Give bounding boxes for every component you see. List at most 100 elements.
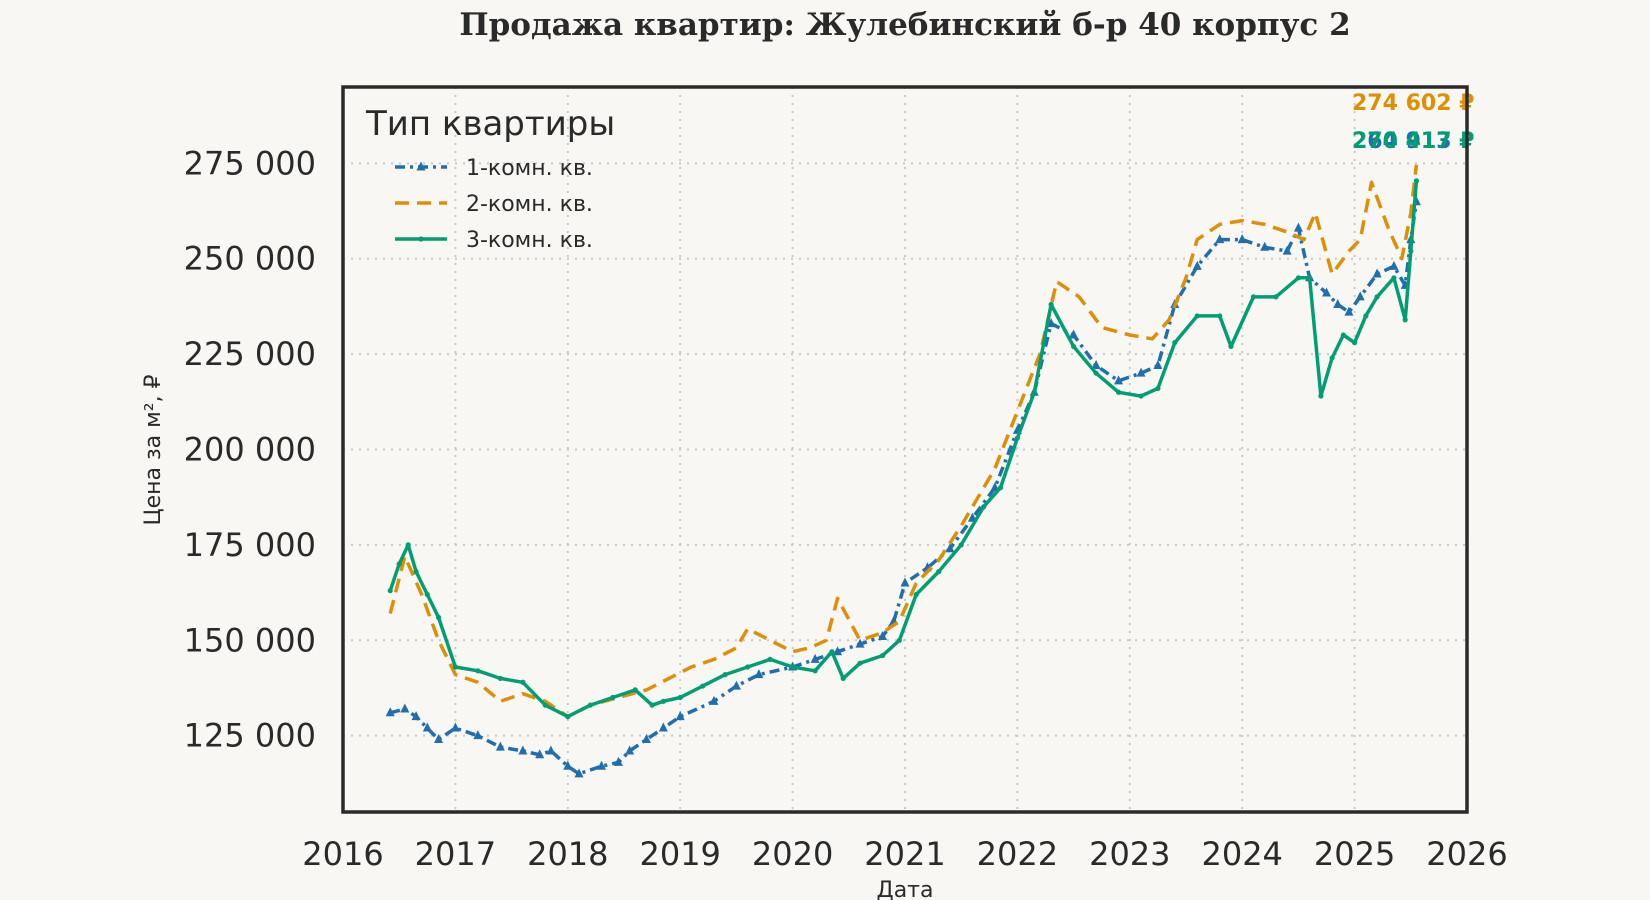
series-3-point-32 xyxy=(981,504,987,510)
series-3-point-15 xyxy=(649,702,655,708)
series-3-point-19 xyxy=(722,672,728,678)
x-tick-label: 2020 xyxy=(752,835,833,873)
series-3-point-52 xyxy=(1340,332,1346,338)
series-1-point-8 xyxy=(518,745,528,755)
series-3-point-11 xyxy=(565,714,571,720)
series-1-point-50 xyxy=(1333,299,1343,308)
series-3-point-53 xyxy=(1352,340,1358,346)
series-1-point-14 xyxy=(613,756,623,766)
series-1-end-label: 264 913 ₽ xyxy=(1352,129,1474,154)
series-3-point-48 xyxy=(1295,275,1301,281)
series-3-point-6 xyxy=(452,664,458,670)
series-3-point-25 xyxy=(840,675,846,682)
series-3-line xyxy=(388,180,1419,719)
series-1-point-21 xyxy=(754,669,764,679)
series-1-point-16 xyxy=(641,734,651,743)
series-1-point-1 xyxy=(400,703,410,713)
legend-title: Тип квартиры xyxy=(365,104,615,144)
series-3-point-50 xyxy=(1318,393,1324,399)
series-3-end-label: 270 417 ₽ xyxy=(1352,129,1474,154)
series-1-point-40 xyxy=(1153,360,1163,370)
series-1-point-17 xyxy=(658,722,668,732)
series-3-point-28 xyxy=(896,637,902,643)
series-3-point-1 xyxy=(396,561,402,567)
series-3-point-44 xyxy=(1217,313,1223,319)
series-1-point-13 xyxy=(597,760,607,770)
series-3-point-46 xyxy=(1250,294,1257,300)
series-1-point-2 xyxy=(411,711,421,721)
series-3-point-7 xyxy=(475,668,481,674)
series-3-point-38 xyxy=(1093,370,1099,376)
series-3-point-4 xyxy=(424,591,430,598)
legend-item-2: 2-комн. кв. xyxy=(395,192,593,217)
series-1-point-54 xyxy=(1389,260,1399,270)
series-3-point-21 xyxy=(767,656,773,662)
series-3-point-20 xyxy=(745,664,751,670)
series-3-point-39 xyxy=(1115,389,1122,395)
y-ticks: 125 000 150 000 175 000 200 000 225 000 250 0… xyxy=(184,144,316,754)
series-3-point-13 xyxy=(610,694,616,701)
series-1-point-legend xyxy=(416,161,426,171)
legend-item-3: 3-комн. кв. xyxy=(395,228,593,253)
series-3-point-57 xyxy=(1402,317,1408,323)
series-3 xyxy=(387,178,1420,720)
series-1-point-9 xyxy=(535,749,545,759)
series-3-point-55 xyxy=(1374,294,1380,300)
x-tick-label: 2022 xyxy=(977,835,1058,873)
series-3-point-56 xyxy=(1391,275,1397,281)
y-tick-label: 125 000 xyxy=(184,717,316,755)
series-1-point-24 xyxy=(833,646,843,656)
legend-label: 1-комн. кв. xyxy=(466,156,593,181)
series-1-point-28 xyxy=(900,577,910,587)
series-3-point-2 xyxy=(405,542,411,548)
x-tick-label: 2023 xyxy=(1089,835,1170,873)
series-3-point-43 xyxy=(1194,313,1200,319)
series-1-point-37 xyxy=(1091,360,1101,370)
series-3-point-22 xyxy=(790,664,796,670)
series-1-point-43 xyxy=(1215,234,1225,244)
series-3-point-47 xyxy=(1273,294,1279,300)
series-1-point-11 xyxy=(563,760,573,770)
series-3-point-26 xyxy=(857,660,863,666)
series-1-point-52 xyxy=(1355,291,1365,301)
series-1-point-10 xyxy=(546,745,556,755)
series-3-point-31 xyxy=(958,542,964,548)
series-3-point-36 xyxy=(1048,301,1054,308)
series-1-point-42 xyxy=(1192,260,1202,270)
series-3-point-59 xyxy=(1413,178,1420,184)
series-3-point-24 xyxy=(829,649,835,655)
series-3-point-49 xyxy=(1307,275,1313,281)
series-1-point-38 xyxy=(1114,375,1124,385)
series-1-point-30 xyxy=(945,543,955,553)
series-3-point-5 xyxy=(435,614,442,620)
x-tick-label: 2026 xyxy=(1426,835,1507,873)
series-1-point-6 xyxy=(473,730,483,740)
series-3-point-3 xyxy=(413,569,419,575)
series-3-point-37 xyxy=(1071,343,1077,350)
y-tick-label: 150 000 xyxy=(184,621,316,659)
x-ticks: 2016 2017 2018 2019 2020 2021 2022 2023 2024 2025… xyxy=(302,835,1507,873)
series-3-point-33 xyxy=(997,485,1004,491)
chart-title: Продажа квартир: Жулебинский б-р 40 корп… xyxy=(459,7,1350,43)
series-1-point-53 xyxy=(1372,268,1382,278)
legend: Тип квартиры 1-комн. кв. 2-комн. кв. 3-ком… xyxy=(365,104,615,253)
series-1-point-45 xyxy=(1260,241,1270,251)
series-1-point-36 xyxy=(1069,329,1079,339)
series-3-point-41 xyxy=(1155,385,1161,392)
series-1-point-4 xyxy=(434,734,444,743)
legend-label: 2-комн. кв. xyxy=(466,192,593,217)
series-3-point-34 xyxy=(1014,435,1021,441)
x-tick-label: 2018 xyxy=(527,835,608,873)
x-tick-label: 2019 xyxy=(639,835,720,873)
y-tick-label: 275 000 xyxy=(184,144,316,182)
end-labels: 264 913 ₽ 274 602 ₽ 270 417 ₽ xyxy=(1352,91,1474,154)
y-axis-label: Цена за м², ₽ xyxy=(141,374,166,525)
series-1-point-25 xyxy=(855,638,865,648)
series-1-point-26 xyxy=(878,630,888,640)
series-3-point-14 xyxy=(632,687,638,693)
series-3-point-legend xyxy=(418,236,424,242)
x-axis-label: Дата xyxy=(877,878,934,900)
series-3-point-54 xyxy=(1363,313,1369,319)
series-1-point-3 xyxy=(422,722,432,732)
